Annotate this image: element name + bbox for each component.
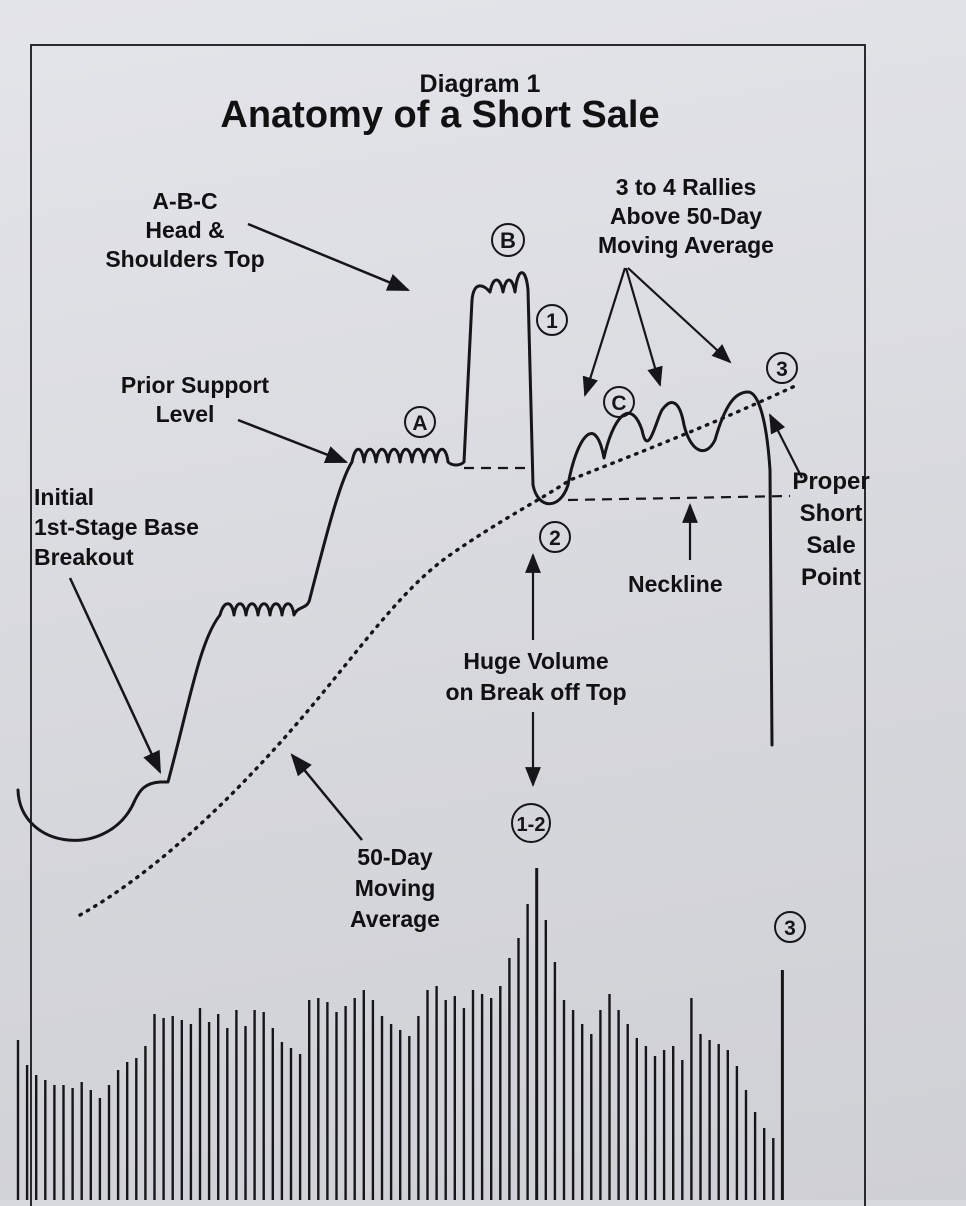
moving-average-arrow — [290, 753, 363, 841]
marker-2: 2 — [549, 527, 561, 550]
abc-label: A-B-C Head & Shoulders Top — [105, 188, 265, 272]
diagram-kicker: Diagram 1 — [419, 70, 541, 98]
proper-short-label: Proper Short Sale Point — [792, 468, 870, 591]
prior-support-label: Prior Support Level — [120, 372, 270, 427]
diagram-title: Anatomy of a Short Sale — [220, 94, 660, 136]
rallies-label: 3 to 4 Rallies Above 50-Day Moving Avera… — [598, 174, 774, 258]
marker-circle-2 — [539, 521, 571, 553]
price-line — [16, 271, 774, 842]
marker-circle-a — [404, 406, 436, 438]
marker-a: A — [412, 412, 427, 435]
marker-3-top: 3 — [776, 358, 788, 381]
marker-b: B — [500, 228, 516, 253]
marker-circle-1-2 — [511, 803, 551, 843]
marker-1: 1 — [546, 310, 558, 333]
neckline-line — [567, 494, 791, 502]
rally-arrow-3 — [627, 267, 732, 364]
diagram-frame — [30, 44, 866, 1206]
volume-bars — [16, 868, 784, 1200]
marker-c: C — [611, 392, 626, 415]
breakout-arrow — [68, 577, 162, 775]
marker-1-2: 1-2 — [517, 814, 546, 836]
short-sale-arrow — [769, 413, 803, 479]
neckline-label: Neckline — [628, 571, 723, 597]
marker-circle-c — [603, 386, 635, 418]
rally-arrow-2 — [624, 267, 663, 387]
moving-average-label: 50-Day Moving Average — [350, 844, 440, 932]
huge-volume-label: Huge Volume on Break off Top — [445, 648, 627, 705]
marker-circle-1 — [536, 304, 568, 336]
marker-circle-3-top — [766, 352, 798, 384]
initial-breakout-label: Initial 1st-Stage Base Breakout — [34, 484, 199, 570]
abc-arrow — [247, 222, 411, 292]
marker-circle-3-bottom — [774, 911, 806, 943]
prior-support-arrow — [237, 418, 349, 464]
moving-average-line — [78, 384, 797, 917]
marker-circle-b — [491, 223, 525, 257]
marker-3-bottom: 3 — [784, 917, 796, 940]
rally-arrow-1 — [582, 267, 627, 397]
